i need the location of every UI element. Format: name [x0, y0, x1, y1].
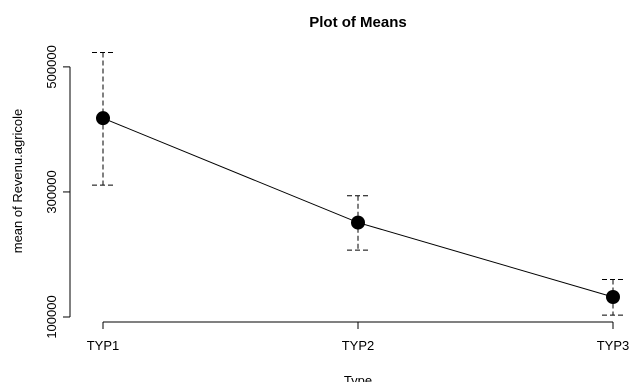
y-tick-label: 500000: [44, 45, 59, 88]
x-axis-label: Type: [344, 373, 372, 382]
x-tick-label: TYP2: [342, 338, 375, 353]
x-axis: TYP1 TYP2 TYP3: [87, 321, 630, 353]
mean-point: [606, 289, 620, 304]
y-axis-label: mean of Revenu.agricole: [10, 109, 25, 254]
y-tick-label: 100000: [44, 295, 59, 338]
plot-area: [92, 52, 624, 316]
x-tick-label: TYP3: [597, 338, 630, 353]
y-tick-label: 300000: [44, 170, 59, 213]
mean-point: [96, 111, 110, 126]
y-axis: 100000 300000 500000: [44, 45, 71, 339]
chart-title: Plot of Means: [309, 14, 407, 31]
x-tick-label: TYP1: [87, 338, 120, 353]
mean-point: [351, 215, 365, 230]
